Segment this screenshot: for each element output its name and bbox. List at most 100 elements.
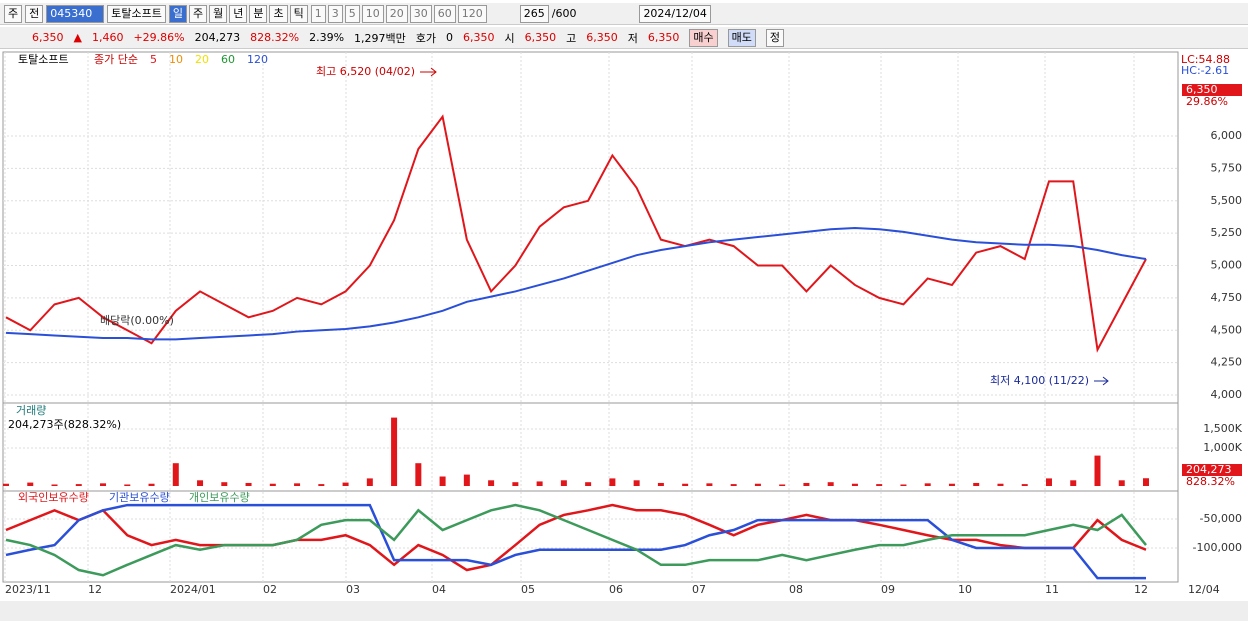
x-tick-label: 11 [1045,583,1059,596]
hoga-label: 호가 [415,31,437,45]
count-input[interactable]: 265 [519,4,549,23]
interval-button[interactable]: 3 [327,4,343,23]
last-volume: 204,273 [1186,463,1232,476]
interval-button[interactable]: 20 [385,4,408,23]
low-note: 최저 4,100 (11/22) [990,374,1089,387]
x-tick-label: 08 [789,583,803,596]
period-button[interactable]: 월 [209,4,228,23]
volume-bar [318,484,325,486]
series-line [5,503,1147,572]
volume-bar [779,484,786,486]
y-tick-label: 4,750 [1211,291,1243,304]
code-input[interactable]: 045340 [46,4,105,23]
volume-bar [512,482,519,486]
open: 6,350 [524,31,557,44]
interval-button[interactable]: 30 [409,4,432,23]
correct-button[interactable]: 정 [765,28,785,47]
volume-bar [633,480,640,486]
holdings-legend: 개인보유수량 [189,491,250,504]
volume-bar [488,480,495,486]
change: 1,460 [91,31,124,44]
volume-bar [803,482,810,486]
lc: LC:54.88 [1181,53,1230,66]
date-input[interactable]: 2024/12/04 [639,4,711,23]
interval-button[interactable]: 120 [457,4,487,23]
volume-bar [536,481,543,486]
volume-bar [1045,478,1052,486]
y-tick-label: 4,250 [1211,356,1243,369]
volume-bar [948,483,955,486]
x-tick-label: 05 [521,583,535,596]
interval-button[interactable]: 5 [344,4,360,23]
period-button[interactable]: 초 [269,4,288,23]
volume-bar [100,483,107,486]
volume-bar [294,483,301,486]
y-tick-label: 4,000 [1211,388,1243,401]
volume-bar [1070,480,1077,486]
y-tick-label: -50,000 [1200,512,1242,525]
x-tick-label: 2023/11 [5,583,51,596]
volume-bar [560,480,567,486]
period-button[interactable]: 틱 [289,4,308,23]
volume-bar [851,483,858,486]
volume-bar [463,474,470,486]
high-label: 고 [566,31,577,45]
volume-bar [876,484,883,486]
volume-bar [51,484,58,486]
period-button[interactable]: 일 [168,4,187,23]
x-tick-label: 07 [692,583,706,596]
volume-bar [124,484,131,486]
period-button[interactable]: 년 [229,4,248,23]
volume-bar [391,417,398,486]
holdings-legend: 기관보유수량 [109,491,170,504]
x-tick-label: 2024/01 [170,583,216,596]
stock-label: 토탈소프트 [18,53,69,66]
ma-legend: 10 [169,53,183,66]
volume-bar [609,478,616,486]
sell-button[interactable]: 매도 [727,28,756,47]
period-select[interactable]: 주 [4,4,23,23]
y-tick-label: 5,750 [1211,161,1243,174]
x-tick-label: 06 [609,583,623,596]
y-tick-label: 1,500K [1203,422,1242,435]
volume-bar [1021,484,1028,486]
volume-summary: 204,273주(828.32%) [8,418,121,431]
last-volume-pct: 828.32% [1186,475,1235,488]
x-tick-label: 03 [346,583,360,596]
y-tick-label: 1,000K [1203,441,1242,454]
x-tick-label: 12/04 [1188,583,1220,596]
buy-button[interactable]: 매수 [689,28,718,47]
holdings-legend: 외국인보유수량 [18,491,89,504]
change-pct: +29.86% [133,31,185,44]
high-note: 최고 6,520 (04/02) [316,65,415,78]
turnover: 2.39% [309,31,345,44]
interval-button[interactable]: 60 [433,4,456,23]
volume-bar [197,480,204,486]
price: 6,350 [32,31,64,44]
low-arrow [1094,376,1109,386]
volume-bar [269,483,276,486]
x-tick-label: 02 [263,583,277,596]
y-tick-label: 4,500 [1211,323,1243,336]
period-button[interactable]: 분 [249,4,268,23]
interval-button[interactable]: 1 [310,4,326,23]
scrollbar[interactable] [0,601,1248,621]
volume-bar [221,482,228,486]
high: 6,350 [586,31,618,44]
period-button[interactable]: 주 [188,4,208,23]
volume-bar [27,482,34,486]
ma-legend: 120 [247,53,268,66]
volume-bar [827,482,834,486]
up-arrow: ▲ [73,31,82,44]
stock-name[interactable]: 토탈소프트 [107,4,166,23]
y-tick-label: 5,000 [1211,259,1243,272]
volume-bar [997,483,1004,486]
volume-bar [924,483,931,486]
high-arrow [420,67,437,77]
volume-bar [148,483,155,486]
interval-button[interactable]: 10 [361,4,384,23]
prev-button[interactable]: 전 [25,4,44,23]
